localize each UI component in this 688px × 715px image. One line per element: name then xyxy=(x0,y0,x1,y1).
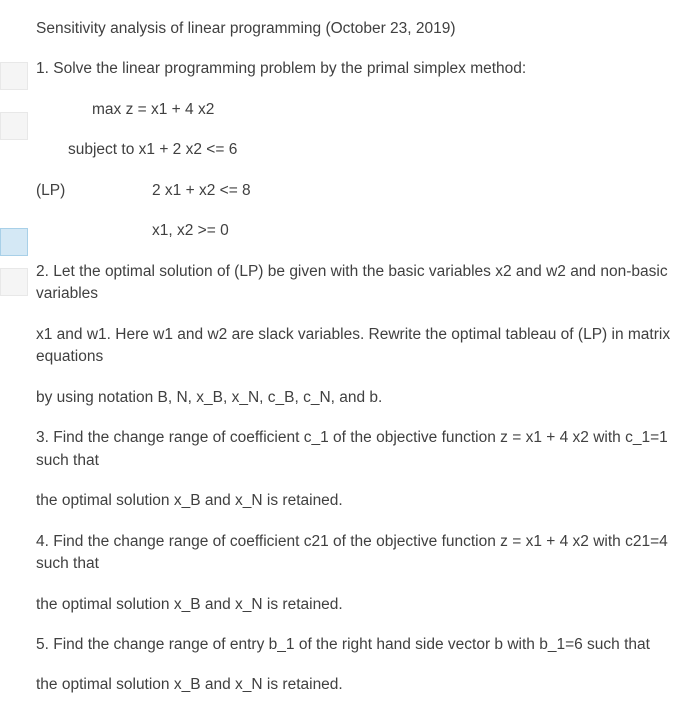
lp-label: (LP) xyxy=(36,180,96,202)
question-5a: 5. Find the change range of entry b_1 of… xyxy=(36,634,676,656)
constraint-subject-to: subject to x1 + 2 x2 <= 6 xyxy=(36,139,676,161)
question-1: 1. Solve the linear programming problem … xyxy=(36,58,676,80)
constraint-3: x1, x2 >= 0 xyxy=(36,220,676,242)
sidebar-tab-2[interactable] xyxy=(0,112,28,140)
sidebar xyxy=(0,0,28,700)
lp-constraint-row: (LP) 2 x1 + x2 <= 8 xyxy=(36,180,676,202)
question-5b: the optimal solution x_B and x_N is reta… xyxy=(36,674,676,696)
document-content: Sensitivity analysis of linear programmi… xyxy=(36,0,676,715)
question-2c: by using notation B, N, x_B, x_N, c_B, c… xyxy=(36,387,676,409)
question-4b: the optimal solution x_B and x_N is reta… xyxy=(36,594,676,616)
sidebar-tab-3[interactable] xyxy=(0,228,28,256)
question-3b: the optimal solution x_B and x_N is reta… xyxy=(36,490,676,512)
document-title: Sensitivity analysis of linear programmi… xyxy=(36,18,676,40)
sidebar-tab-1[interactable] xyxy=(0,62,28,90)
objective-function: max z = x1 + 4 x2 xyxy=(36,99,676,121)
question-3a: 3. Find the change range of coefficient … xyxy=(36,427,676,472)
sidebar-tab-4[interactable] xyxy=(0,268,28,296)
question-2b: x1 and w1. Here w1 and w2 are slack vari… xyxy=(36,324,676,369)
question-4a: 4. Find the change range of coefficient … xyxy=(36,531,676,576)
question-2a: 2. Let the optimal solution of (LP) be g… xyxy=(36,261,676,306)
constraint-2: 2 x1 + x2 <= 8 xyxy=(96,180,251,202)
